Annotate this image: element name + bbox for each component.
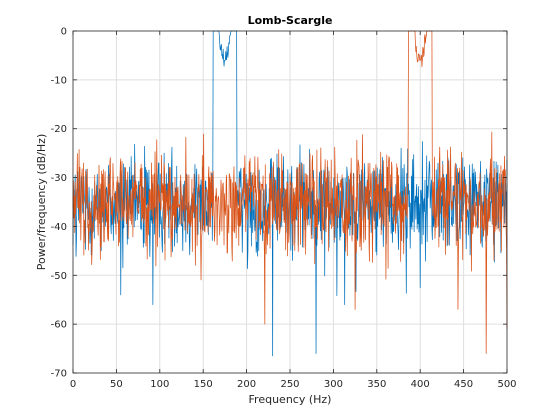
- x-tick-label: 200: [237, 379, 256, 390]
- x-tick-label: 0: [70, 379, 76, 390]
- x-tick-label: 350: [367, 379, 386, 390]
- x-tick-label: 250: [280, 379, 299, 390]
- y-tick-label: -10: [51, 75, 67, 86]
- series-line-2: [72, 30, 508, 354]
- y-tick-label: -40: [51, 222, 67, 233]
- x-tick-label: 400: [411, 379, 430, 390]
- x-tick-label: 150: [194, 379, 213, 390]
- y-tick-label: -70: [51, 369, 67, 380]
- x-tick-label: 100: [150, 379, 169, 390]
- x-tick-label: 450: [454, 379, 473, 390]
- chart-title: Lomb-Scargle: [248, 14, 333, 27]
- x-tick-label: 500: [497, 379, 516, 390]
- series-layer: [72, 30, 508, 357]
- ticks: 0 50 100 150 200 250 300 350 400 450 500 0 -10 -20 -30…: [51, 27, 517, 391]
- x-tick-label: 50: [110, 379, 123, 390]
- y-axis-label: Power/frequency (dB/Hz): [35, 134, 48, 271]
- y-tick-label: 0: [61, 27, 67, 38]
- y-tick-label: -50: [51, 271, 67, 282]
- y-tick-label: -60: [51, 320, 67, 331]
- y-tick-label: -20: [51, 124, 67, 135]
- y-tick-label: -30: [51, 173, 67, 184]
- x-tick-label: 300: [324, 379, 343, 390]
- x-axis-label: Frequency (Hz): [249, 393, 332, 406]
